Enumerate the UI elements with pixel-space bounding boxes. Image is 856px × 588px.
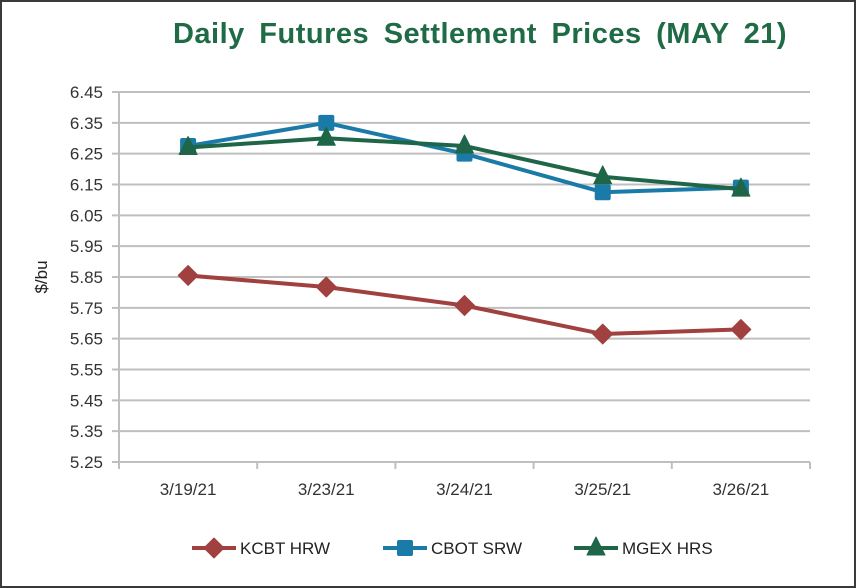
y-tick-label: 5.95	[70, 237, 103, 256]
data-point-cbot-srw	[594, 184, 611, 201]
y-tick-label: 6.25	[70, 145, 103, 164]
series-kcbt-hrw	[177, 264, 752, 345]
y-tick-label: 6.45	[70, 83, 103, 102]
y-tick-label: 6.15	[70, 176, 103, 195]
y-tick-label: 5.55	[70, 361, 103, 380]
legend-diamond-icon	[203, 537, 225, 559]
y-tick-labels: 6.45 6.35 6.25 6.15 6.05 5.95 5.85 5.75 5.65 5.55…	[70, 83, 103, 472]
axes	[112, 92, 811, 469]
series-mgex-hrs	[178, 126, 751, 197]
data-point-mgex-hrs	[316, 126, 336, 146]
chart-title: Daily Futures Settlement Prices (MAY 21)	[172, 18, 788, 50]
legend-item-kcbt-hrw: KCBT HRW	[192, 537, 330, 559]
legend-label: CBOT SRW	[431, 539, 522, 558]
legend-item-mgex-hrs: MGEX HRS	[574, 536, 713, 558]
data-point-mgex-hrs	[455, 134, 474, 154]
y-axis-title: $/bu	[32, 260, 51, 293]
series-cbot-srw	[180, 114, 749, 201]
series-group	[177, 114, 752, 345]
y-tick-label: 5.85	[70, 268, 103, 287]
y-tick-label: 5.65	[70, 330, 103, 349]
x-tick-label: 3/19/21	[160, 480, 217, 499]
legend-label: KCBT HRW	[240, 539, 330, 558]
y-tick-label: 5.75	[70, 299, 103, 318]
data-point-mgex-hrs	[731, 177, 751, 197]
data-point-kcbt-hrw	[315, 276, 337, 298]
x-tick-label: 3/24/21	[436, 480, 493, 499]
y-tick-label: 5.35	[70, 422, 103, 441]
x-tick-label: 3/26/21	[713, 480, 770, 499]
y-tick-label: 5.45	[70, 391, 103, 410]
legend: KCBT HRW CBOT SRW MGEX HRS	[192, 536, 713, 559]
x-tick-label: 3/25/21	[574, 480, 631, 499]
y-tick-label: 6.35	[70, 114, 103, 133]
y-tick-label: 6.05	[70, 206, 103, 225]
data-point-cbot-srw	[318, 114, 335, 131]
y-tick-label: 5.25	[70, 453, 103, 472]
x-tick-label: 3/23/21	[298, 480, 355, 499]
data-point-kcbt-hrw	[177, 264, 199, 286]
x-tick-labels: 3/19/21 3/23/21 3/24/21 3/25/21 3/26/21	[160, 480, 770, 499]
legend-square-icon	[397, 540, 413, 556]
legend-triangle-icon	[586, 536, 606, 556]
data-point-mgex-hrs	[593, 165, 613, 185]
data-point-mgex-hrs	[178, 136, 198, 155]
data-point-kcbt-hrw	[730, 318, 752, 340]
legend-label: MGEX HRS	[622, 539, 713, 558]
legend-item-cbot-srw: CBOT SRW	[383, 539, 522, 558]
data-point-kcbt-hrw	[454, 295, 475, 317]
data-point-kcbt-hrw	[592, 323, 614, 345]
